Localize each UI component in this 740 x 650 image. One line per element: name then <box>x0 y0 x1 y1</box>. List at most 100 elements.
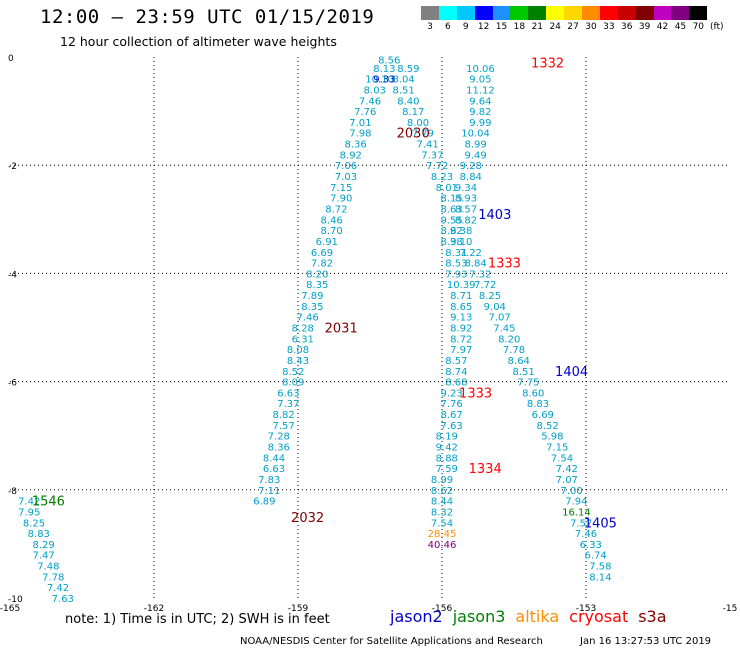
legend-entry: s3a <box>638 607 667 626</box>
colorbar-swatch <box>492 6 511 20</box>
colorbar-swatch <box>582 6 600 20</box>
data-point-s3a: 7.58 <box>589 562 611 573</box>
data-point-s3a: 7.79 <box>412 129 434 140</box>
colorbar-swatch <box>546 6 565 20</box>
colorbar-label: 21 <box>531 22 544 32</box>
data-point-s3a: 8.35 <box>306 280 328 291</box>
pass-time-label: 1403 <box>478 208 511 223</box>
footer-credit: NOAA/NESDIS Center for Satellite Applica… <box>240 636 543 647</box>
data-point-s3a: 9.49 <box>464 150 486 161</box>
data-point-s3a: 8.63 <box>440 204 462 215</box>
colorbar-swatch <box>528 6 547 20</box>
data-point-s3a: 6.31 <box>292 334 314 345</box>
y-tick-label: -8 <box>8 487 17 497</box>
data-point-s3a: 8.01 <box>436 183 458 194</box>
data-point-s3a: 8.51 <box>512 367 534 378</box>
colorbar-label: 70 <box>692 22 705 32</box>
data-point-s3a: 8.38 <box>440 237 462 248</box>
data-point-s3a: 8.82 <box>455 215 477 226</box>
colorbar-label: 39 <box>638 22 651 32</box>
data-point-s3a: 7.93 <box>445 269 467 280</box>
data-point-s3a: 7.07 <box>488 313 510 324</box>
data-point-s3a: 7.90 <box>330 194 352 205</box>
pass-time-label: 1404 <box>555 365 588 380</box>
pass-time-label: 2031 <box>325 322 358 337</box>
pass-time-label: 1405 <box>584 516 617 531</box>
data-point-s3a: 7.97 <box>450 345 472 356</box>
data-point-s3a: 8.70 <box>320 226 342 237</box>
data-point-s3a: 10.04 <box>461 129 490 140</box>
data-point-s3a: 6.91 <box>316 237 338 248</box>
colorbar-label: 12 <box>477 22 490 32</box>
data-point-s3a: 8.03 <box>364 85 386 96</box>
colorbar-swatch <box>456 6 475 20</box>
data-point-s3a: 7.03 <box>335 172 357 183</box>
data-point-altika: 28.45 <box>428 529 457 540</box>
data-point-s3a: 8.20 <box>306 269 328 280</box>
data-point-s3a: 6.69 <box>311 248 333 259</box>
data-point-s3a: 7.54 <box>431 518 453 529</box>
data-point-s3a: 7.76 <box>440 399 462 410</box>
data-point-s3a: 8.51 <box>392 85 414 96</box>
data-point-s3a: 8.35 <box>301 302 323 313</box>
data-point-s3a: 8.40 <box>397 96 419 107</box>
colorbar-swatch <box>438 6 457 20</box>
data-point-jason3: 16.14 <box>562 507 591 518</box>
data-point-s3a: 8.36 <box>268 443 290 454</box>
data-point-s3a: 7.46 <box>296 313 318 324</box>
x-tick-label: -165 <box>0 604 20 614</box>
colorbar-label: 30 <box>585 22 597 32</box>
data-point-s3a: 7.82 <box>311 259 333 270</box>
colorbar-swatch <box>617 6 636 20</box>
data-point-s3a: 8.99 <box>431 475 453 486</box>
data-point-s3a: 7.46 <box>359 96 381 107</box>
colorbar-swatch <box>635 6 654 20</box>
data-point-s3a: 8.52 <box>282 367 304 378</box>
colorbar-label: 33 <box>603 22 615 32</box>
y-tick-label: -4 <box>8 270 17 280</box>
data-point-s3a: 8.28 <box>292 324 314 335</box>
data-point-s3a: 8.46 <box>320 215 342 226</box>
data-point-s3a: 8.15 <box>440 194 462 205</box>
data-point-s3a: 7.59 <box>436 464 458 475</box>
data-point-s3a: 6.63 <box>263 464 285 475</box>
data-point-s3a: 7.54 <box>551 453 573 464</box>
data-point-s3a: 7.28 <box>268 432 290 443</box>
y-tick-label: 0 <box>8 54 14 64</box>
data-point-s3a: 8.52 <box>536 421 558 432</box>
colorbar-label: 3 <box>427 22 433 32</box>
data-point-s3a: 9.34 <box>455 183 477 194</box>
data-point-s3a: 8.32 <box>431 507 453 518</box>
y-tick-label: -2 <box>8 162 17 172</box>
colorbar-swatch <box>599 6 618 20</box>
data-point-s3a: 6.89 <box>253 497 275 508</box>
data-point-s3a: 8.00 <box>407 118 429 129</box>
data-point-s3a: 9.99 <box>469 118 491 129</box>
data-point-s3a: 8.19 <box>436 432 458 443</box>
data-point-s3a: 5.98 <box>541 432 563 443</box>
colorbar-label: 42 <box>656 22 669 32</box>
colorbar-swatch <box>689 6 708 20</box>
data-point-s3a: 7.57 <box>272 421 294 432</box>
data-point-s3a: 7.15 <box>330 183 352 194</box>
data-point-s3a: 8.38 <box>450 226 472 237</box>
colorbar-unit: (ft) <box>710 22 724 32</box>
legend: jason2 jason3 altika cryosat s3a <box>390 607 677 626</box>
legend-entry: cryosat <box>569 607 629 626</box>
data-point-s3a: 9.13 <box>450 313 472 324</box>
data-point-s3a: 7.63 <box>440 421 462 432</box>
data-point-s3a: 9.04 <box>484 302 506 313</box>
data-point-s3a: 8.92 <box>340 150 362 161</box>
pass-time-label: 2032 <box>291 511 324 526</box>
data-point-s3a: 7.22 <box>460 248 482 259</box>
data-point-s3a: 8.56 <box>378 56 400 67</box>
data-point-s3a: 7.41 <box>416 140 438 151</box>
data-point-s3a: 8.93 <box>455 194 477 205</box>
colorbar-swatch <box>510 6 529 20</box>
data-point-s3a: 8.57 <box>455 204 477 215</box>
chart-title: 12:00 – 23:59 UTC 01/15/2019 <box>40 6 375 28</box>
legend-entry: jason3 <box>452 607 506 626</box>
data-point-s3a: 7.72 <box>474 280 496 291</box>
data-point-s3a: 8.36 <box>344 140 366 151</box>
